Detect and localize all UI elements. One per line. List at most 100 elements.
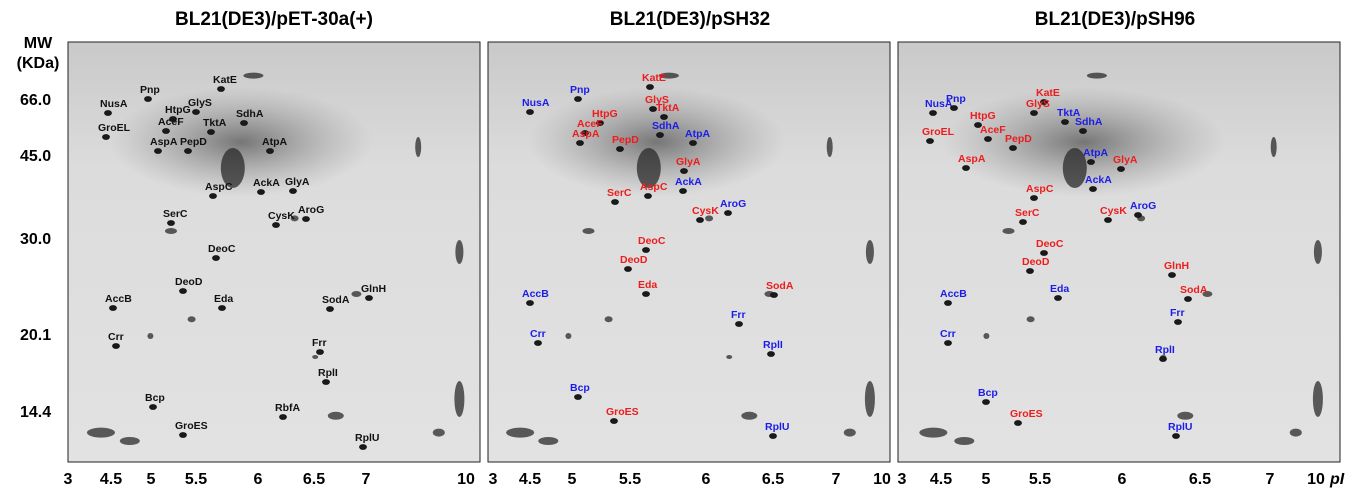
protein-spot: [1009, 145, 1017, 151]
pi-label: 6.5: [1189, 471, 1211, 488]
pi-unit: pI: [1329, 471, 1345, 488]
spot-label: Eda: [1050, 283, 1069, 295]
protein-spot: [689, 140, 697, 146]
protein-spot: [596, 120, 604, 126]
protein-spot: [1087, 159, 1095, 165]
spot-label: SodA: [766, 280, 794, 292]
protein-spot: [649, 106, 657, 112]
pi-label: 6.5: [762, 471, 784, 488]
spot-label: SodA: [1180, 284, 1208, 296]
gel-spot: [726, 355, 733, 359]
spot-label: Pnp: [570, 84, 590, 96]
protein-smear: [528, 87, 786, 197]
spot-label: DeoC: [1036, 238, 1064, 250]
mw-label: 66.0: [20, 92, 51, 109]
gel-spot: [1177, 411, 1194, 420]
gel-spot: [290, 215, 299, 222]
protein-spot: [1172, 433, 1180, 439]
gel-spot: [1026, 316, 1035, 323]
protein-spot: [1104, 217, 1112, 223]
protein-spot: [179, 432, 187, 438]
protein-spot: [526, 109, 534, 115]
pi-label: 4.5: [100, 471, 122, 488]
gel-spot: [1002, 228, 1015, 234]
protein-spot: [767, 351, 775, 357]
protein-spot: [962, 165, 970, 171]
protein-spot: [179, 288, 187, 294]
protein-spot: [109, 305, 117, 311]
protein-spot: [624, 266, 632, 272]
mw-label: 14.4: [20, 404, 51, 421]
spot-label: AccB: [940, 288, 967, 300]
protein-smear: [942, 87, 1226, 197]
pi-label: 7: [362, 471, 371, 488]
spot-label: GlyA: [676, 156, 701, 168]
spot-label: Eda: [214, 293, 233, 305]
pi-label: 3: [489, 471, 498, 488]
protein-spot: [272, 222, 280, 228]
spot-label: AckA: [253, 177, 280, 189]
protein-spot: [770, 292, 778, 298]
pi-label: 4.5: [519, 471, 541, 488]
pi-label: 7: [1266, 471, 1275, 488]
protein-spot: [1184, 296, 1192, 302]
protein-spot: [735, 321, 743, 327]
spot-label: TktA: [203, 117, 227, 129]
pi-label: 6: [1118, 471, 1127, 488]
pi-label: 10: [873, 471, 891, 488]
pi-label: 4.5: [930, 471, 952, 488]
protein-spot: [644, 193, 652, 199]
spot-label: AtpA: [262, 136, 287, 148]
pi-label: 5: [568, 471, 577, 488]
gel-spot: [864, 381, 875, 417]
spot-label: SdhA: [236, 108, 264, 120]
mw-unit: (KDa): [17, 55, 60, 72]
protein-spot: [660, 114, 668, 120]
protein-spot: [1030, 195, 1038, 201]
protein-spot: [1030, 110, 1038, 116]
spot-label: PepD: [1005, 133, 1032, 145]
spot-label: AroG: [720, 198, 746, 210]
spot-label: Frr: [1170, 307, 1185, 319]
protein-spot: [279, 414, 287, 420]
gel-spot: [954, 437, 975, 445]
spot-label: AckA: [675, 176, 702, 188]
protein-spot: [574, 96, 582, 102]
protein-spot: [944, 300, 952, 306]
protein-spot: [169, 116, 177, 122]
gel-spot: [1312, 381, 1323, 417]
spot-label: TktA: [656, 102, 680, 114]
protein-spot: [184, 148, 192, 154]
spot-label: GroEL: [922, 126, 955, 138]
spot-label: RbfA: [275, 402, 300, 414]
protein-spot: [1174, 319, 1182, 325]
protein-spot: [929, 110, 937, 116]
gel-spot: [165, 228, 177, 234]
spot-label: GroEL: [98, 122, 131, 134]
spot-label: Crr: [940, 328, 956, 340]
protein-spot: [646, 84, 654, 90]
mw-title: MW: [24, 35, 53, 52]
protein-spot: [769, 433, 777, 439]
protein-spot: [302, 216, 310, 222]
protein-spot: [1019, 219, 1027, 225]
protein-spot: [162, 128, 170, 134]
spot-label: Eda: [638, 279, 657, 291]
mw-label: 30.0: [20, 231, 51, 248]
spot-label: AspA: [572, 128, 600, 140]
protein-spot: [581, 130, 589, 136]
protein-spot: [1089, 186, 1097, 192]
pi-label: 5.5: [185, 471, 207, 488]
gel-spot: [506, 427, 535, 438]
gel-spot: [187, 316, 196, 323]
spot-label: RplI: [763, 339, 783, 351]
protein-spot: [144, 96, 152, 102]
gel-spot: [565, 333, 572, 339]
spot-label: AckA: [1085, 174, 1112, 186]
spot-label: HtpG: [165, 104, 191, 116]
spot-label: GroES: [175, 420, 208, 432]
protein-spot: [724, 210, 732, 216]
protein-spot: [207, 129, 215, 135]
spot-label: AspC: [640, 181, 668, 193]
gel-spot: [119, 437, 140, 445]
